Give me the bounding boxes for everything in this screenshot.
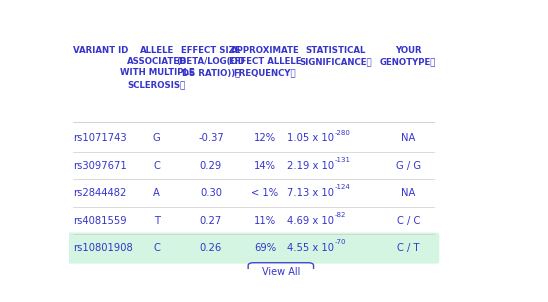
Text: < 1%: < 1% [252,188,278,198]
Text: -280: -280 [335,130,351,136]
Text: rs4081559: rs4081559 [73,216,127,226]
Text: G / G: G / G [396,161,421,171]
Text: 0.27: 0.27 [200,216,222,226]
Text: 4.69 x 10: 4.69 x 10 [287,216,334,226]
Text: YOUR
GENOTYPEⓘ: YOUR GENOTYPEⓘ [380,46,436,66]
Text: VARIANT ID: VARIANT ID [73,46,128,55]
Text: -82: -82 [335,212,346,218]
Text: C / C: C / C [397,216,420,226]
Text: C / T: C / T [397,243,420,253]
Text: APPROXIMATE
EFFECT ALLELE
FREQUENCYⓘ: APPROXIMATE EFFECT ALLELE FREQUENCYⓘ [229,46,301,77]
Text: View All: View All [261,267,300,277]
Text: STATISTICAL
SIGNIFICANCEⓘ: STATISTICAL SIGNIFICANCEⓘ [300,46,373,66]
Text: G: G [153,133,161,143]
Text: C: C [153,161,160,171]
Text: 0.29: 0.29 [200,161,222,171]
Text: 0.30: 0.30 [200,188,222,198]
Text: 11%: 11% [254,216,276,226]
Text: rs3097671: rs3097671 [73,161,127,171]
Text: C: C [153,243,160,253]
Text: 69%: 69% [254,243,276,253]
Text: T: T [154,216,160,226]
Text: 0.26: 0.26 [200,243,222,253]
Text: -124: -124 [335,185,351,190]
Text: A: A [153,188,160,198]
Text: rs1071743: rs1071743 [73,133,127,143]
Text: 12%: 12% [254,133,276,143]
Text: -0.37: -0.37 [198,133,224,143]
Text: rs10801908: rs10801908 [73,243,133,253]
Text: NA: NA [401,133,415,143]
Text: NA: NA [401,188,415,198]
FancyBboxPatch shape [248,263,313,282]
Text: -131: -131 [335,157,351,163]
Text: 1.05 x 10: 1.05 x 10 [287,133,334,143]
Text: 4.55 x 10: 4.55 x 10 [287,243,334,253]
Text: ALLELE
ASSOCIATED
WITH MULTIPLE
SCLEROSISⓘ: ALLELE ASSOCIATED WITH MULTIPLE SCLEROSI… [119,46,194,89]
Text: EFFECT SIZE
(BETA/LOG(OD
DS RATIO))ⓘ: EFFECT SIZE (BETA/LOG(OD DS RATIO))ⓘ [176,46,246,77]
Text: 7.13 x 10: 7.13 x 10 [287,188,334,198]
FancyBboxPatch shape [67,233,439,264]
Text: -70: -70 [335,239,346,245]
Text: 14%: 14% [254,161,276,171]
Text: 2.19 x 10: 2.19 x 10 [287,161,334,171]
Text: rs2844482: rs2844482 [73,188,126,198]
